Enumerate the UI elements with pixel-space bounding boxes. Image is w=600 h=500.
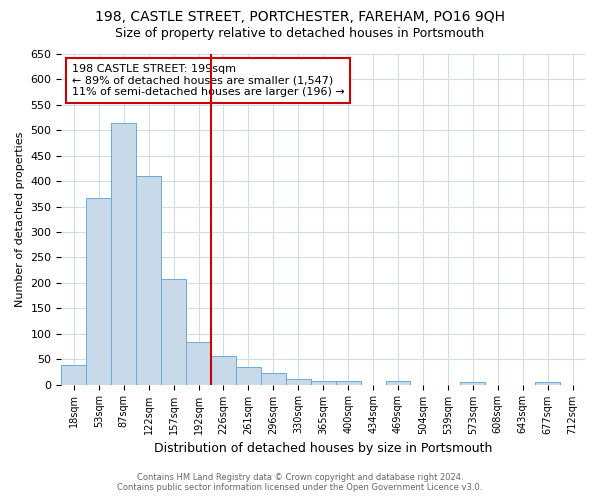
- Bar: [136, 176, 161, 384]
- Bar: [311, 380, 335, 384]
- Text: Contains HM Land Registry data © Crown copyright and database right 2024.
Contai: Contains HM Land Registry data © Crown c…: [118, 473, 482, 492]
- Bar: [86, 198, 111, 384]
- Bar: [61, 365, 86, 384]
- Bar: [535, 382, 560, 384]
- Bar: [186, 342, 211, 384]
- Bar: [261, 374, 286, 384]
- Bar: [236, 367, 261, 384]
- Y-axis label: Number of detached properties: Number of detached properties: [15, 132, 25, 307]
- Bar: [111, 122, 136, 384]
- Text: Size of property relative to detached houses in Portsmouth: Size of property relative to detached ho…: [115, 28, 485, 40]
- Bar: [161, 280, 186, 384]
- Bar: [211, 356, 236, 384]
- Bar: [386, 380, 410, 384]
- Bar: [335, 381, 361, 384]
- Text: 198 CASTLE STREET: 199sqm
← 89% of detached houses are smaller (1,547)
11% of se: 198 CASTLE STREET: 199sqm ← 89% of detac…: [72, 64, 344, 97]
- Text: 198, CASTLE STREET, PORTCHESTER, FAREHAM, PO16 9QH: 198, CASTLE STREET, PORTCHESTER, FAREHAM…: [95, 10, 505, 24]
- Bar: [460, 382, 485, 384]
- Bar: [286, 380, 311, 384]
- X-axis label: Distribution of detached houses by size in Portsmouth: Distribution of detached houses by size …: [154, 442, 493, 455]
